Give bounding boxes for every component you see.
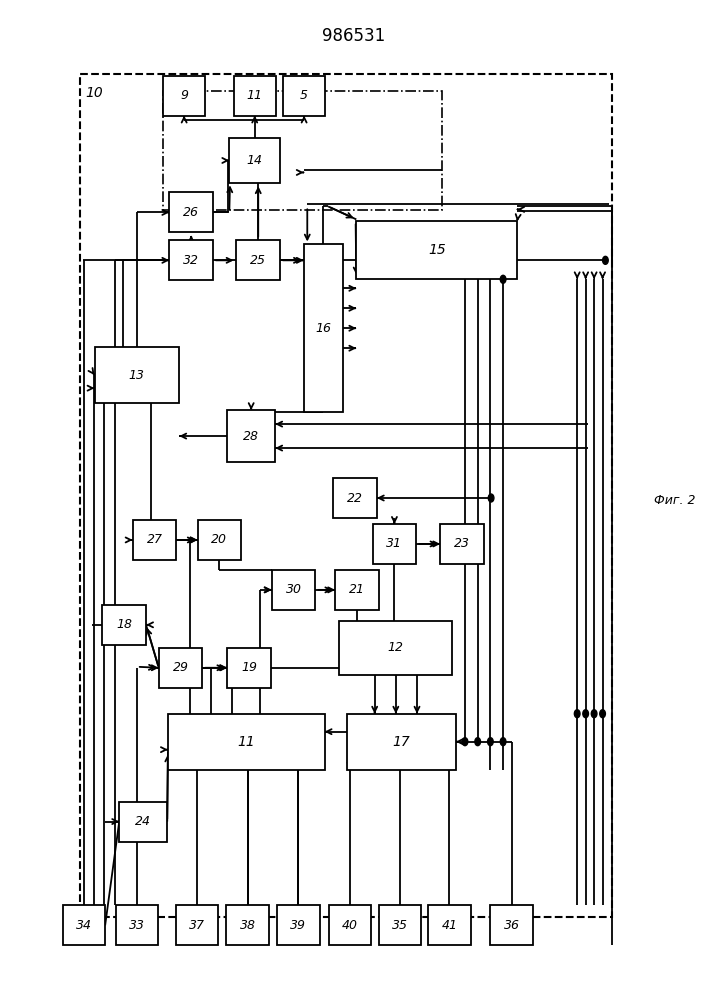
Text: 40: 40 (342, 919, 358, 932)
Circle shape (501, 738, 506, 746)
Text: 22: 22 (347, 492, 363, 505)
Bar (271, 570, 315, 610)
Text: 986531: 986531 (322, 27, 385, 45)
Bar (116, 905, 158, 945)
Text: 35: 35 (392, 919, 408, 932)
Text: 39: 39 (291, 919, 306, 932)
Bar (333, 478, 377, 518)
Bar (304, 244, 343, 412)
Text: 29: 29 (173, 661, 189, 674)
Text: 41: 41 (441, 919, 457, 932)
Text: 14: 14 (247, 154, 263, 167)
Text: 28: 28 (243, 430, 259, 443)
Bar (159, 648, 202, 688)
Text: 21: 21 (349, 583, 365, 596)
Circle shape (475, 738, 481, 746)
Text: Фиг. 2: Фиг. 2 (654, 493, 695, 506)
Bar (63, 905, 105, 945)
Text: 17: 17 (392, 735, 410, 749)
Bar (175, 905, 218, 945)
Bar (168, 714, 325, 770)
Text: 19: 19 (241, 661, 257, 674)
Bar (229, 138, 280, 183)
Circle shape (488, 738, 493, 746)
Bar (379, 905, 421, 945)
Bar (163, 76, 205, 116)
Text: 5: 5 (300, 89, 308, 102)
Text: 24: 24 (135, 815, 151, 828)
Bar (163, 91, 442, 210)
Bar (233, 76, 276, 116)
Text: 18: 18 (116, 618, 132, 631)
Bar (227, 410, 275, 462)
Text: 38: 38 (240, 919, 256, 932)
Circle shape (583, 710, 588, 718)
Text: 12: 12 (388, 641, 404, 654)
Text: 20: 20 (211, 533, 228, 546)
Text: 34: 34 (76, 919, 92, 932)
Text: 10: 10 (86, 86, 103, 100)
Bar (236, 240, 280, 280)
Text: 9: 9 (180, 89, 188, 102)
Text: 11: 11 (247, 89, 263, 102)
Bar (339, 621, 452, 675)
Circle shape (591, 710, 597, 718)
Text: 30: 30 (286, 583, 301, 596)
Circle shape (501, 275, 506, 283)
Text: 33: 33 (129, 919, 145, 932)
Text: 27: 27 (146, 533, 163, 546)
Text: 11: 11 (238, 735, 255, 749)
Circle shape (574, 710, 580, 718)
Text: 32: 32 (183, 254, 199, 267)
Bar (277, 905, 320, 945)
Bar (95, 347, 179, 403)
Bar (197, 520, 241, 560)
Bar (170, 192, 213, 232)
Text: 31: 31 (387, 537, 402, 550)
Bar (347, 714, 456, 770)
Bar (329, 905, 371, 945)
Bar (133, 520, 176, 560)
Circle shape (602, 256, 608, 264)
Bar (119, 802, 168, 842)
Bar (80, 74, 612, 917)
Text: 36: 36 (503, 919, 520, 932)
Bar (373, 524, 416, 564)
Text: 25: 25 (250, 254, 267, 267)
Text: 37: 37 (189, 919, 205, 932)
Bar (283, 76, 325, 116)
Text: 16: 16 (315, 322, 331, 335)
Bar (227, 648, 271, 688)
Circle shape (600, 710, 605, 718)
Text: 26: 26 (183, 206, 199, 219)
Bar (170, 240, 213, 280)
Circle shape (462, 738, 468, 746)
Bar (440, 524, 484, 564)
Bar (226, 905, 269, 945)
Bar (335, 570, 379, 610)
Bar (356, 221, 518, 279)
Circle shape (489, 494, 494, 502)
Text: 23: 23 (454, 537, 470, 550)
Bar (428, 905, 471, 945)
Text: 15: 15 (428, 243, 445, 257)
Bar (491, 905, 533, 945)
Bar (103, 605, 146, 645)
Text: 13: 13 (129, 369, 145, 382)
